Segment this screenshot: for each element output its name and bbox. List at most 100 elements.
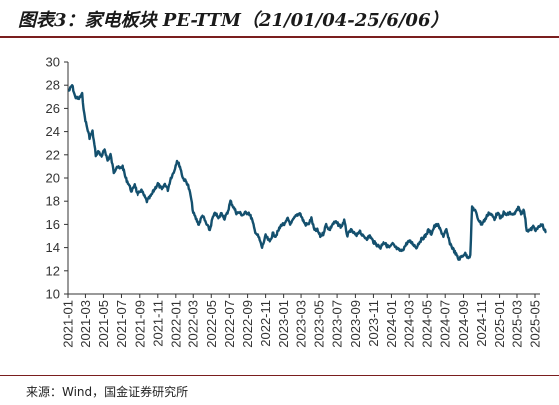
data-point bbox=[532, 225, 535, 228]
data-point bbox=[106, 159, 109, 162]
data-point bbox=[544, 231, 547, 234]
source-note: 来源：Wind，国金证券研究所 bbox=[26, 385, 189, 399]
y-tick-label: 24 bbox=[46, 124, 60, 139]
data-point bbox=[397, 249, 400, 251]
data-point bbox=[244, 212, 247, 214]
data-point bbox=[343, 220, 345, 222]
x-tick-label: 2021-11 bbox=[150, 300, 165, 347]
data-point bbox=[358, 229, 361, 231]
data-point bbox=[91, 130, 94, 133]
x-tick-label: 2022-09 bbox=[240, 300, 255, 348]
title-rule bbox=[0, 36, 559, 38]
data-point bbox=[81, 93, 83, 96]
data-point bbox=[388, 246, 391, 249]
pe-ttm-series-line bbox=[67, 84, 547, 261]
data-point bbox=[427, 229, 430, 231]
data-point bbox=[430, 232, 433, 235]
data-point bbox=[223, 217, 226, 220]
data-point bbox=[525, 229, 528, 231]
data-point bbox=[68, 90, 70, 92]
data-point bbox=[118, 167, 121, 170]
data-point bbox=[94, 154, 97, 156]
data-point bbox=[517, 206, 519, 208]
data-point bbox=[391, 243, 394, 245]
data-point bbox=[274, 235, 277, 237]
data-point bbox=[529, 229, 532, 231]
data-point bbox=[379, 246, 382, 249]
data-point bbox=[457, 258, 460, 261]
x-tick-label: 2024-07 bbox=[438, 300, 453, 348]
data-point bbox=[394, 246, 397, 249]
data-point bbox=[140, 188, 142, 191]
data-point bbox=[169, 177, 172, 179]
data-point bbox=[301, 217, 304, 220]
x-tick-label: 2021-05 bbox=[96, 300, 111, 348]
data-point bbox=[471, 206, 473, 208]
data-point bbox=[463, 252, 466, 255]
data-point bbox=[115, 165, 118, 168]
data-point bbox=[499, 217, 502, 220]
data-point bbox=[523, 209, 525, 212]
data-point bbox=[97, 150, 100, 153]
data-point bbox=[293, 217, 295, 220]
data-point bbox=[505, 214, 508, 216]
data-point bbox=[127, 183, 130, 185]
data-point bbox=[400, 250, 403, 252]
data-point bbox=[385, 244, 388, 247]
data-point bbox=[520, 212, 522, 214]
data-point bbox=[490, 214, 493, 216]
data-point bbox=[304, 223, 306, 226]
data-point bbox=[474, 209, 476, 212]
x-tick-label: 2023-05 bbox=[312, 300, 327, 348]
data-point bbox=[238, 212, 241, 214]
data-point bbox=[214, 212, 217, 214]
data-point bbox=[299, 212, 301, 214]
data-point bbox=[515, 212, 517, 214]
data-point bbox=[258, 237, 260, 240]
x-tick-label: 2022-01 bbox=[168, 300, 183, 348]
data-point bbox=[466, 256, 469, 258]
data-point bbox=[369, 235, 371, 237]
data-point bbox=[418, 241, 421, 243]
y-tick-label: 14 bbox=[46, 240, 60, 255]
data-point bbox=[208, 229, 211, 231]
data-point bbox=[334, 221, 337, 223]
x-tick-label: 2024-09 bbox=[456, 300, 471, 348]
data-point bbox=[527, 229, 530, 231]
data-point bbox=[404, 244, 407, 247]
data-point bbox=[146, 200, 148, 202]
plot-area bbox=[67, 84, 547, 261]
data-point bbox=[112, 171, 115, 173]
x-tick-label: 2022-07 bbox=[222, 300, 237, 348]
data-point bbox=[85, 125, 88, 127]
data-point bbox=[100, 156, 103, 158]
data-point bbox=[205, 223, 208, 226]
data-point bbox=[376, 244, 379, 247]
data-point bbox=[172, 171, 175, 173]
data-point bbox=[496, 212, 499, 214]
source-rule bbox=[0, 375, 559, 376]
data-point bbox=[296, 214, 298, 216]
data-point bbox=[71, 84, 73, 86]
x-tick-label: 2023-01 bbox=[276, 300, 291, 348]
data-point bbox=[322, 232, 325, 235]
data-point bbox=[445, 229, 448, 231]
x-tick-label: 2023-07 bbox=[330, 300, 345, 348]
data-point bbox=[124, 177, 127, 179]
data-point bbox=[331, 223, 334, 226]
data-point bbox=[250, 217, 253, 220]
y-tick-label: 22 bbox=[46, 147, 60, 162]
x-tick-label: 2025-05 bbox=[528, 300, 543, 348]
data-point bbox=[325, 223, 327, 226]
x-tick-label: 2021-09 bbox=[132, 300, 147, 348]
data-point bbox=[217, 217, 220, 220]
x-tick-label: 2022-03 bbox=[186, 300, 201, 348]
x-tick-label: 2023-09 bbox=[348, 300, 363, 348]
y-tick-label: 12 bbox=[46, 263, 60, 278]
data-point bbox=[484, 217, 487, 220]
data-point bbox=[182, 177, 184, 179]
data-point bbox=[349, 229, 352, 231]
data-point bbox=[412, 243, 415, 245]
data-point bbox=[192, 212, 195, 214]
data-point bbox=[352, 231, 355, 234]
